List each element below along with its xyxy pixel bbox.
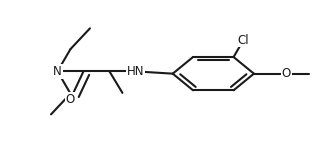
Text: Cl: Cl xyxy=(238,34,249,47)
Text: N: N xyxy=(53,65,62,78)
Text: O: O xyxy=(282,67,291,80)
Text: O: O xyxy=(66,93,75,106)
Text: HN: HN xyxy=(127,65,144,78)
